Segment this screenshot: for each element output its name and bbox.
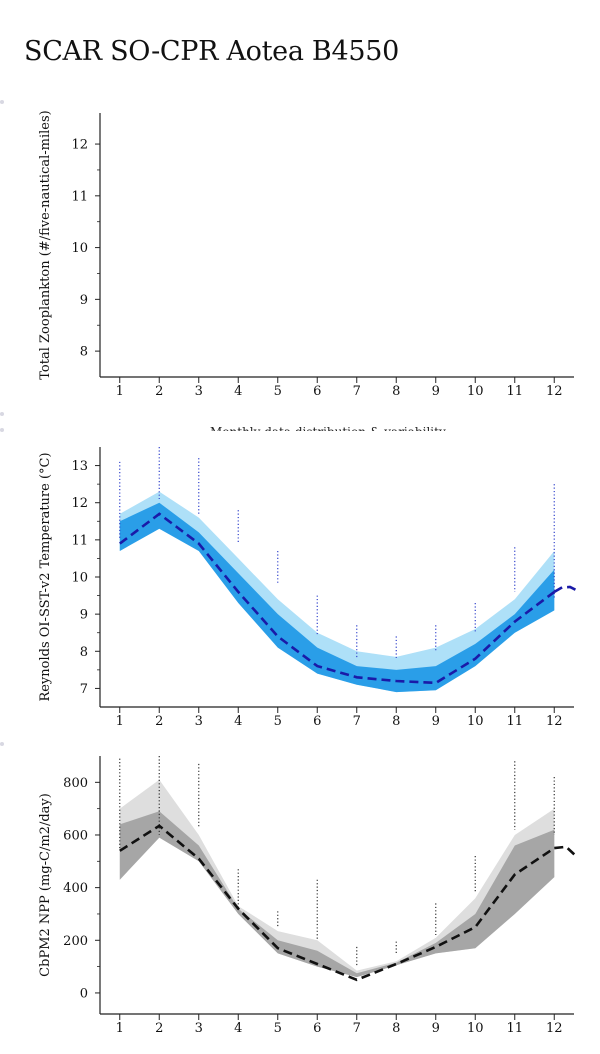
x-tick-label: 8: [392, 384, 400, 399]
y-tick-label: 7: [80, 682, 88, 697]
band-outer: [119, 779, 555, 978]
x-tick-label: 5: [274, 714, 282, 729]
x-tick-label: 7: [353, 1021, 361, 1036]
y-tick-label: 400: [63, 881, 88, 896]
y-tick-label: 8: [80, 645, 88, 660]
x-tick-label: 7: [353, 384, 361, 399]
y-axis-label: Reynolds OI-SST-v2 Temperature (°C): [38, 452, 53, 701]
x-tick-label: 10: [467, 384, 484, 399]
y-tick-label: 8: [80, 345, 88, 360]
y-axis-label: CbPM2 NPP (mg-C/m2/day): [38, 793, 53, 977]
x-tick-label: 7: [353, 714, 361, 729]
median-line: [119, 512, 556, 685]
x-tick-label: 8: [392, 714, 400, 729]
x-tick-label: 12: [546, 384, 563, 399]
y-tick-label: 11: [71, 533, 88, 548]
median-line-extension: [553, 585, 577, 594]
y-axis-label: Total Zooplankton (#/five-nautical-miles…: [38, 110, 53, 379]
y-tick-label: 9: [80, 608, 88, 623]
edge-marker: [0, 428, 4, 432]
x-tick-label: 6: [313, 384, 321, 399]
x-tick-label: 3: [195, 1021, 203, 1036]
x-tick-label: 2: [155, 1021, 163, 1036]
x-tick-label: 9: [432, 1021, 440, 1036]
x-tick-label: 4: [234, 1021, 242, 1036]
x-tick-label: 9: [432, 714, 440, 729]
page-title: SCAR SO-CPR Aotea B4550: [24, 36, 399, 67]
y-tick-label: 200: [63, 934, 88, 949]
x-tick-label: 1: [116, 1021, 124, 1036]
x-tick-label: 4: [234, 384, 242, 399]
median-line: [119, 824, 556, 982]
x-tick-label: 2: [155, 714, 163, 729]
y-tick-label: 9: [80, 293, 88, 308]
y-tick-label: 10: [71, 241, 88, 256]
y-tick-label: 10: [71, 571, 88, 586]
x-tick-label: 6: [313, 1021, 321, 1036]
y-tick-label: 0: [80, 986, 88, 1001]
x-tick-label: 6: [313, 714, 321, 729]
x-tick-label: 5: [274, 1021, 282, 1036]
x-tick-label: 12: [546, 1021, 563, 1036]
edge-marker: [0, 100, 4, 104]
y-tick-label: 13: [71, 459, 88, 474]
y-tick-label: 12: [71, 138, 88, 153]
x-tick-label: 11: [506, 1021, 523, 1036]
y-tick-label: 12: [71, 496, 88, 511]
x-tick-label: 1: [116, 384, 124, 399]
x-tick-label: 10: [467, 1021, 484, 1036]
x-tick-label: 5: [274, 384, 282, 399]
chart-caption: Monthly data distribution & variability: [210, 421, 510, 431]
band-inner: [119, 502, 555, 693]
x-tick-label: 4: [234, 714, 242, 729]
y-tick-label: 11: [71, 189, 88, 204]
x-tick-label: 10: [467, 714, 484, 729]
edge-marker: [0, 412, 4, 416]
x-tick-label: 9: [432, 384, 440, 399]
y-tick-label: 800: [63, 776, 88, 791]
edge-marker: [0, 742, 4, 746]
x-tick-label: 8: [392, 1021, 400, 1036]
band-inner: [119, 811, 555, 978]
x-tick-label: 2: [155, 384, 163, 399]
median-line-extension: [554, 845, 577, 857]
x-tick-label: 11: [506, 714, 523, 729]
y-tick-label: 600: [63, 828, 88, 843]
x-tick-label: 3: [195, 714, 203, 729]
x-tick-label: 12: [546, 714, 563, 729]
x-tick-label: 11: [506, 384, 523, 399]
x-tick-label: 3: [195, 384, 203, 399]
x-tick-label: 1: [116, 714, 124, 729]
